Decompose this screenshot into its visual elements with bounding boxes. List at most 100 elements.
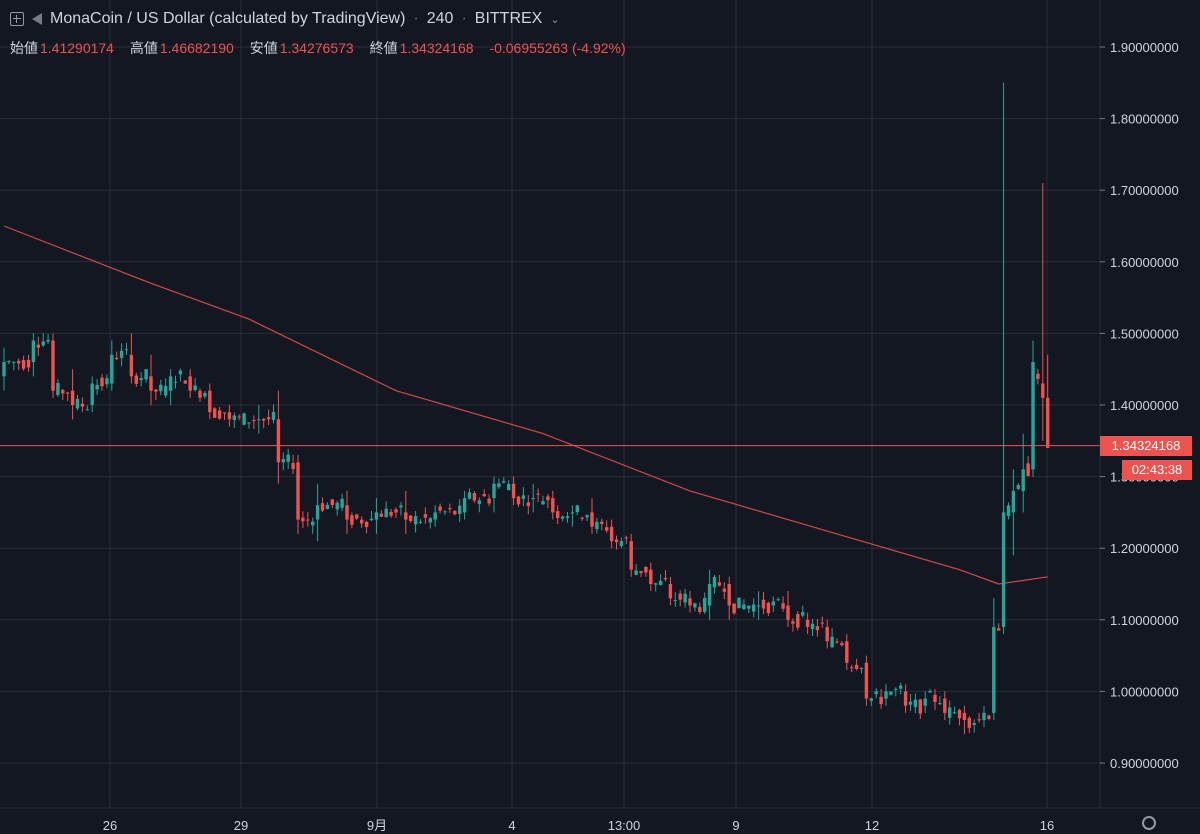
- time-axis[interactable]: 26 29 9月 4 13:00 9 12 16: [103, 818, 1054, 833]
- candle-body: [213, 408, 217, 418]
- candle-body: [556, 511, 560, 519]
- candle-body: [531, 498, 535, 500]
- candle-body: [458, 505, 462, 514]
- separator-dot: ·: [413, 10, 419, 27]
- candle-body: [1046, 397, 1050, 448]
- candle-body: [879, 696, 883, 705]
- candle-body: [129, 354, 134, 377]
- candle-body: [943, 698, 947, 713]
- candle-body: [918, 699, 922, 714]
- y-tick-label: 1.80000000: [1110, 112, 1179, 127]
- compare-plus-icon[interactable]: [10, 12, 24, 26]
- candle-body: [678, 593, 682, 600]
- x-tick-label: 13:00: [608, 818, 641, 833]
- low-label: 安値: [249, 40, 278, 56]
- candle-body: [482, 494, 486, 497]
- candle-body: [271, 411, 276, 420]
- candle-body: [845, 641, 849, 663]
- candle-body: [2, 362, 6, 377]
- candle-body: [301, 517, 305, 522]
- candle-body: [149, 376, 153, 391]
- candle-body: [404, 512, 408, 520]
- candle-body: [154, 389, 158, 392]
- candle-body: [75, 398, 80, 409]
- candle-body: [747, 605, 751, 609]
- change-value: -0.06955263 (-4.92%): [489, 40, 626, 56]
- ma-path: [3, 225, 1048, 585]
- candle-body: [668, 584, 673, 599]
- candle-body: [428, 518, 432, 523]
- candle-body: [433, 512, 437, 520]
- gear-icon[interactable]: [1142, 816, 1156, 830]
- candle-body: [1041, 383, 1045, 398]
- symbol-title[interactable]: MonaCoin / US Dollar (calculated by Trad…: [50, 10, 406, 27]
- x-tick-label: 9月: [367, 818, 387, 833]
- candle-body: [717, 582, 722, 586]
- candle-body: [688, 598, 692, 606]
- candle-body: [1021, 469, 1025, 491]
- candle-body: [335, 502, 339, 510]
- close-label: 終値: [369, 40, 398, 56]
- y-tick-label: 0.90000000: [1110, 756, 1179, 771]
- symbol-flag-icon: [32, 13, 42, 25]
- candle-body: [379, 513, 383, 517]
- candle-body: [854, 664, 859, 669]
- candle-body: [703, 597, 707, 612]
- chevron-down-icon[interactable]: ⌄: [550, 13, 560, 26]
- candle-body: [325, 504, 330, 510]
- candle-body: [100, 377, 104, 387]
- candle-body: [840, 643, 844, 646]
- candle-body: [526, 502, 530, 506]
- candle-body: [649, 569, 653, 584]
- candle-body: [502, 481, 506, 483]
- candle-body: [330, 499, 334, 506]
- price-axis[interactable]: 1.90000000 1.80000000 1.70000000 1.60000000…: [1100, 40, 1179, 771]
- candle-body: [198, 390, 202, 398]
- candle-body: [173, 381, 178, 383]
- separator-dot: ·: [461, 10, 467, 27]
- candle-body: [418, 521, 423, 523]
- x-tick-label: 29: [234, 818, 248, 833]
- candle-body: [962, 712, 967, 721]
- candle-body: [115, 357, 119, 360]
- candle-body: [232, 415, 236, 420]
- interval-label[interactable]: 240: [426, 10, 454, 27]
- candle-body: [291, 463, 295, 469]
- candle-body: [90, 383, 94, 405]
- candle-body: [21, 360, 26, 369]
- candle-body: [957, 709, 962, 719]
- exchange-label[interactable]: BITTREX: [474, 10, 543, 27]
- candle-body: [242, 413, 246, 425]
- candle-body: [786, 605, 790, 620]
- candle-body: [889, 691, 893, 695]
- close-value: 1.34324168: [399, 40, 474, 56]
- candle-body: [399, 505, 403, 508]
- candle-body: [580, 517, 584, 519]
- candle-body: [306, 519, 310, 521]
- y-tick-label: 1.40000000: [1110, 398, 1179, 413]
- candle-body: [276, 419, 281, 463]
- chart-header: MonaCoin / US Dollar (calculated by Trad…: [10, 10, 560, 28]
- candle-body: [281, 459, 285, 463]
- candle-body: [389, 511, 393, 516]
- candle-body: [575, 505, 579, 513]
- candle-body: [810, 623, 815, 629]
- candle-body: [203, 392, 207, 397]
- candle-body: [462, 498, 467, 513]
- candle-body: [693, 603, 697, 608]
- candle-body: [144, 369, 148, 380]
- ohlc-legend: 始値 1.41290174 高値 1.46682190 安値 1.34276573 終…: [10, 38, 638, 58]
- candle-body: [345, 505, 349, 520]
- candle-body: [908, 701, 913, 705]
- candle-body: [257, 419, 261, 421]
- candle-body: [869, 698, 873, 701]
- candle-body: [541, 501, 545, 505]
- candle-body: [188, 376, 192, 391]
- candle-body: [982, 712, 986, 721]
- candle-body: [1026, 463, 1030, 477]
- candle-body: [948, 707, 952, 718]
- candle-body: [663, 577, 668, 580]
- candle-body: [756, 605, 761, 607]
- candle-body: [737, 597, 741, 609]
